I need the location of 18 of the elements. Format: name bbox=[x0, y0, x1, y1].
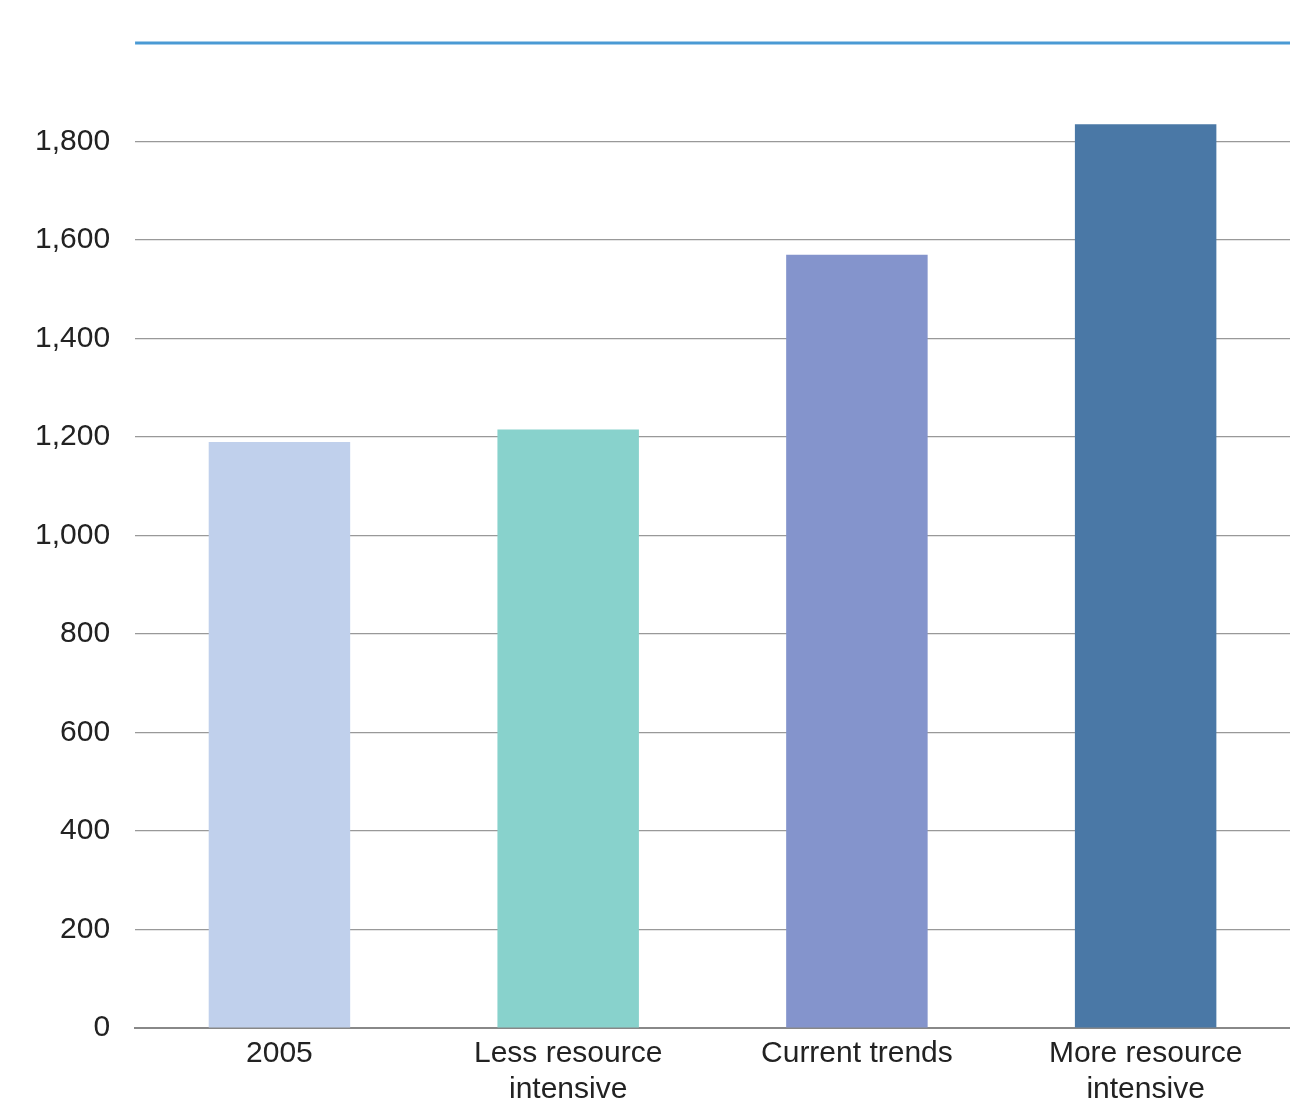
y-tick-label: 400 bbox=[60, 812, 111, 846]
x-tick-label: 2005 bbox=[246, 1035, 313, 1069]
bar bbox=[786, 254, 928, 1028]
x-tick-label: Less resource intensive bbox=[473, 1035, 663, 1105]
y-tick-label: 1,800 bbox=[35, 122, 111, 156]
y-tick-label: 1,600 bbox=[35, 221, 111, 255]
bar bbox=[497, 429, 639, 1028]
bar bbox=[208, 441, 351, 1028]
y-tick-label: 800 bbox=[60, 615, 111, 649]
y-tick-label: 600 bbox=[60, 713, 111, 747]
y-tick-label: 200 bbox=[60, 910, 111, 944]
bar bbox=[1074, 124, 1217, 1028]
y-tick-label: 1,400 bbox=[35, 319, 111, 353]
y-tick-label: 1,000 bbox=[35, 516, 111, 550]
x-tick-label: Current trends bbox=[761, 1035, 953, 1069]
y-tick-label: 1,200 bbox=[35, 418, 111, 452]
y-tick-label: 0 bbox=[93, 1009, 111, 1043]
x-tick-label: More resource intensive bbox=[1048, 1035, 1243, 1105]
